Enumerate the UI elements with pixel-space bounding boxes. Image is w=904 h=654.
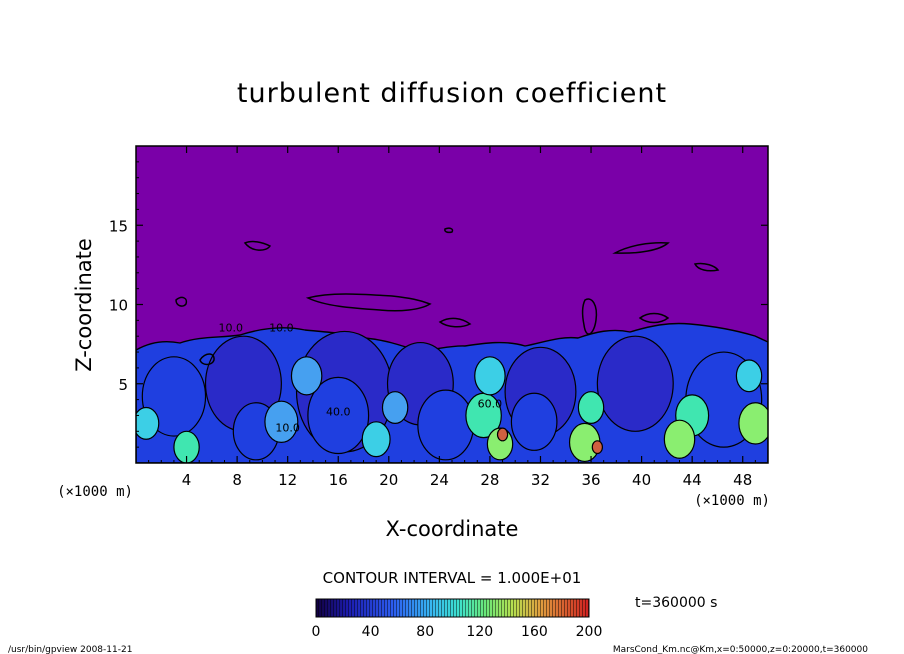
eddy-region <box>264 400 299 443</box>
x-axis: 4 8 12 16 20 24 28 32 36 40 44 48 <box>148 146 756 489</box>
colorbar-stripes <box>316 599 589 617</box>
colorbar-tick-label: 0 <box>312 624 321 640</box>
y-tick-label: 5 <box>118 376 128 394</box>
eddy-region <box>738 402 768 445</box>
x-tick-label: 44 <box>683 471 702 489</box>
eddy-region <box>735 359 763 393</box>
x-tick-label: 16 <box>329 471 348 489</box>
eddy-region <box>141 356 207 437</box>
x-tick-label: 28 <box>480 471 499 489</box>
eddy-region <box>474 356 506 396</box>
contour-label: 60.0 <box>478 398 503 411</box>
x-unit-left: (×1000 m) <box>57 484 133 500</box>
footer-left: /usr/bin/gpview 2008-11-21 <box>8 645 132 654</box>
eddy-region <box>361 421 391 458</box>
colorbar-tick-label: 80 <box>416 624 434 640</box>
x-axis-title: X-coordinate <box>386 517 519 541</box>
contour-labels: 10.0 10.0 10.0 40.0 60.0 <box>219 321 503 434</box>
x-tick-label: 48 <box>733 471 752 489</box>
eddy-region <box>496 427 509 442</box>
eddy-region <box>510 392 558 451</box>
colorbar-tick-label: 200 <box>576 624 603 640</box>
eddy-region <box>663 419 696 459</box>
eddy-region <box>290 356 323 396</box>
contour-interval: CONTOUR INTERVAL = 1.000E+01 <box>323 569 582 587</box>
y-axis: 5 10 15 <box>109 161 768 448</box>
contour-label: 10.0 <box>219 321 244 334</box>
eddy-region <box>136 406 160 440</box>
eddy-region <box>591 440 604 455</box>
eddy-region <box>381 391 409 424</box>
x-unit-right: (×1000 m) <box>694 493 770 509</box>
x-tick-label: 32 <box>531 471 550 489</box>
colorbar-tick-label: 40 <box>362 624 380 640</box>
x-tick-label: 40 <box>632 471 651 489</box>
footer-right: MarsCond_Km.nc@Km,x=0:50000,z=0:20000,t=… <box>613 645 868 654</box>
contour-label: 40.0 <box>326 405 351 418</box>
colorbar-tick-label: 160 <box>521 624 548 640</box>
y-tick-label: 15 <box>109 217 128 235</box>
field-layer <box>136 227 768 463</box>
y-axis-title: Z-coordinate <box>72 238 96 372</box>
x-tick-label: 12 <box>278 471 297 489</box>
contour-label: 10.0 <box>269 321 294 334</box>
x-tick-label: 4 <box>182 471 192 489</box>
colorbar-ticks: 0 40 80 120 160 200 <box>312 624 603 640</box>
eddy-region <box>307 376 370 455</box>
y-tick-label: 10 <box>109 297 128 315</box>
x-tick-label: 20 <box>379 471 398 489</box>
eddy-region <box>577 391 605 424</box>
eddy-region <box>417 389 475 461</box>
eddy-region <box>596 335 674 432</box>
contour-label: 10.0 <box>275 421 300 434</box>
chart-title: turbulent diffusion coefficient <box>237 78 667 109</box>
contour-patches <box>175 227 720 366</box>
x-tick-label: 36 <box>581 471 600 489</box>
x-tick-label: 24 <box>430 471 449 489</box>
colorbar-tick-label: 120 <box>466 624 493 640</box>
time-label: t=360000 s <box>635 595 717 611</box>
x-tick-label: 8 <box>232 471 242 489</box>
